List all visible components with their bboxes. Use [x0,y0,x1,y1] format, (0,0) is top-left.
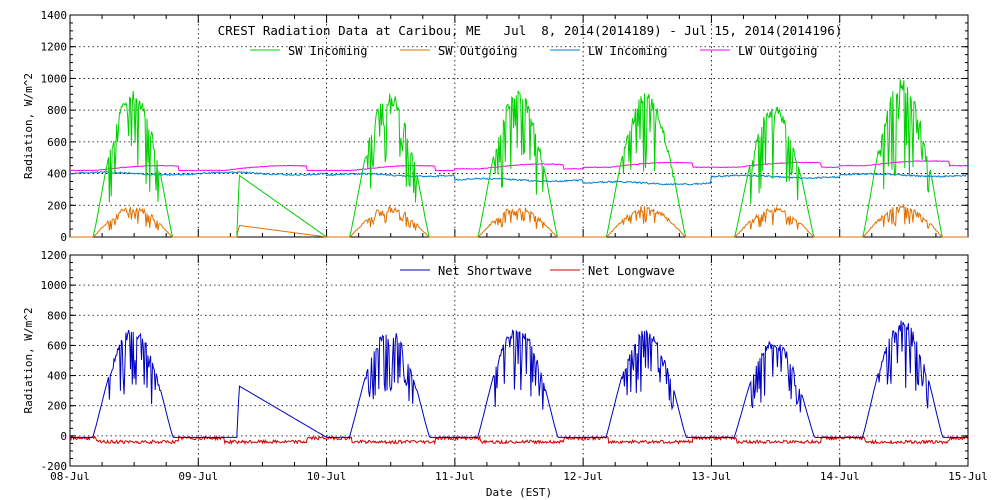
legend-net-shortwave: Net Shortwave [438,264,532,278]
y-tick-label: 1000 [41,279,68,292]
x-tick-label: 11-Jul [435,470,475,483]
y-tick-label: 600 [47,339,67,352]
series-net-longwave [69,434,969,446]
legend-net-longwave: Net Longwave [588,264,675,278]
y-tick-label: 600 [47,136,67,149]
y-tick-label: 0 [60,430,67,443]
y-tick-label: 1200 [41,249,68,262]
series-sw-outgoing [70,203,968,238]
series-sw-incoming [70,79,968,238]
y-axis-label: Radiation, W/m^2 [22,73,35,179]
x-axis-label: Date (EST) [486,486,552,499]
legend-lw-incoming: LW Incoming [588,44,667,58]
y-tick-label: 800 [47,104,67,117]
legend-sw-incoming: SW Incoming [288,44,367,58]
y-tick-label: 200 [47,199,67,212]
series-lw-incoming [69,171,969,186]
series-lw-outgoing [69,160,969,172]
y-tick-label: 200 [47,400,67,413]
y-tick-label: -200 [41,460,68,473]
plot-frame [69,14,969,238]
x-tick-label: 15-Jul [948,470,988,483]
y-axis-label: Radiation, W/m^2 [22,308,35,414]
y-tick-label: 1000 [41,72,68,85]
y-tick-label: 0 [60,231,67,244]
x-tick-label: 10-Jul [307,470,347,483]
x-tick-label: 12-Jul [563,470,603,483]
y-tick-label: 1400 [41,9,68,22]
series-net-shortwave [70,320,968,438]
x-tick-label: 13-Jul [692,470,732,483]
chart-title: CREST Radiation Data at Caribou, ME Jul … [218,23,843,38]
y-tick-label: 400 [47,168,67,181]
x-tick-label: 14-Jul [820,470,860,483]
legend-sw-outgoing: SW Outgoing [438,44,517,58]
legend-lw-outgoing: LW Outgoing [738,44,817,58]
y-tick-label: 400 [47,370,67,383]
plot-frame [69,254,969,467]
y-tick-label: 800 [47,309,67,322]
y-tick-label: 1200 [41,41,68,54]
x-tick-label: 09-Jul [178,470,218,483]
x-tick-label: 08-Jul [50,470,90,483]
